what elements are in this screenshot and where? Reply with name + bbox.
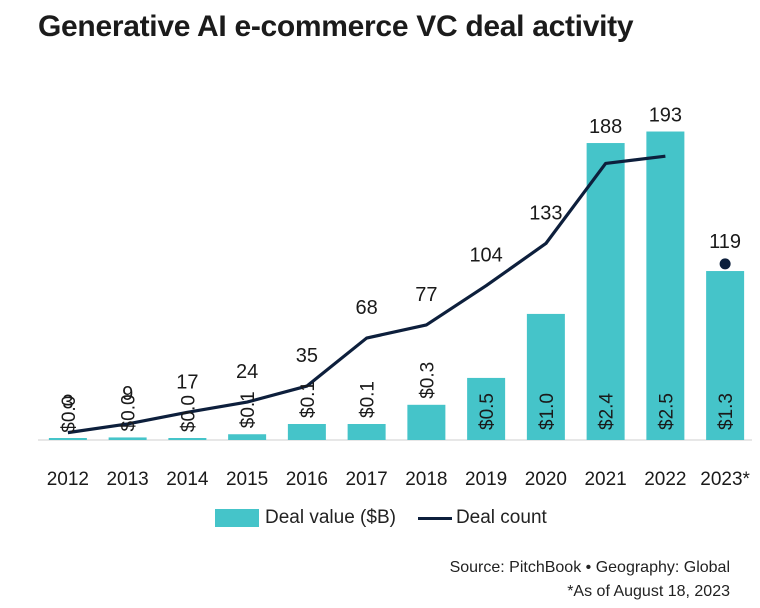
count-label-2020: 133 [529, 202, 562, 224]
bar-2023* [706, 271, 745, 440]
value-label-2013: $0.0 [119, 394, 140, 431]
value-label-2015: $0.1 [238, 391, 259, 428]
value-label-2014: $0.0 [178, 395, 199, 432]
value-label-2021: $2.4 [597, 393, 618, 430]
bar-2015 [228, 434, 267, 440]
x-tick-2015: 2015 [226, 469, 268, 490]
count-label-2018: 77 [415, 284, 437, 306]
x-tick-2014: 2014 [166, 469, 209, 490]
count-label-2014: 17 [176, 371, 198, 393]
count-label-2013: 9 [122, 383, 133, 405]
x-tick-2018: 2018 [405, 469, 447, 490]
value-label-2019: $0.5 [477, 393, 498, 430]
x-tick-labels: 2012 2013 2014 2015 2016 2017 2018 2019 2020 2021… [47, 469, 751, 490]
deal-count-line [67, 154, 666, 435]
bar-2013 [108, 437, 147, 440]
x-tick-2020: 2020 [525, 469, 567, 490]
legend-bar-swatch [215, 509, 259, 527]
deal-count-point-2023* [719, 258, 731, 270]
count-label-2012: 3 [62, 392, 73, 414]
value-label-2022: $2.5 [656, 393, 677, 430]
x-tick-2016: 2016 [286, 469, 328, 490]
x-tick-2013: 2013 [106, 469, 148, 490]
count-label-2015: 24 [236, 361, 258, 383]
count-label-2021: 188 [589, 116, 622, 138]
x-tick-2022: 2022 [644, 469, 686, 490]
x-tick-2019: 2019 [465, 469, 507, 490]
bar-series [48, 131, 745, 441]
bar-2017 [347, 424, 386, 440]
source-text: Source: PitchBook • Geography: Global [449, 559, 730, 576]
legend-line-swatch [417, 516, 452, 520]
value-label-2016: $0.1 [298, 381, 319, 418]
legend-line-label: Deal count [455, 507, 547, 528]
data-labels: 3 9 17 24 35 68 77 104 133 188 193 119 $0.0 $0.0 $0.0 $… [59, 105, 741, 433]
count-label-2017: 68 [356, 297, 378, 319]
value-label-2018: $0.3 [417, 362, 438, 399]
bar-2021 [586, 143, 625, 441]
bar-2022 [646, 131, 685, 440]
value-label-2012: $0.0 [59, 396, 80, 433]
count-label-2019: 104 [469, 245, 502, 267]
line-series [67, 154, 731, 435]
x-tick-2012: 2012 [47, 469, 89, 490]
count-label-2023*: 119 [709, 231, 741, 253]
bar-2019 [467, 377, 506, 440]
chart-title: Generative AI e-commerce VC deal activit… [38, 10, 634, 43]
x-tick-2021: 2021 [584, 469, 626, 490]
chart-canvas: 3 9 17 24 35 68 77 104 133 188 193 119 $0.0 $0.0 $0.0 $… [38, 105, 752, 490]
source-note: Source: PitchBook • Geography: Global *A… [450, 556, 730, 604]
value-label-2017: $0.1 [358, 381, 379, 418]
footnote-text: *As of August 18, 2023 [567, 583, 730, 600]
bar-2014 [168, 438, 207, 440]
count-label-2016: 35 [296, 345, 318, 367]
bar-2018 [407, 404, 446, 440]
value-label-2023*: $1.3 [716, 393, 737, 430]
bar-2020 [526, 313, 565, 440]
count-label-2022: 193 [649, 105, 682, 127]
x-tick-2023*: 2023* [700, 469, 750, 490]
value-label-2020: $1.0 [537, 393, 558, 430]
bar-2012 [48, 438, 87, 440]
legend-bar-label: Deal value ($B) [265, 507, 396, 528]
legend: Deal value ($B) Deal count [215, 507, 547, 529]
bar-2016 [287, 424, 326, 440]
x-tick-2017: 2017 [345, 469, 387, 490]
